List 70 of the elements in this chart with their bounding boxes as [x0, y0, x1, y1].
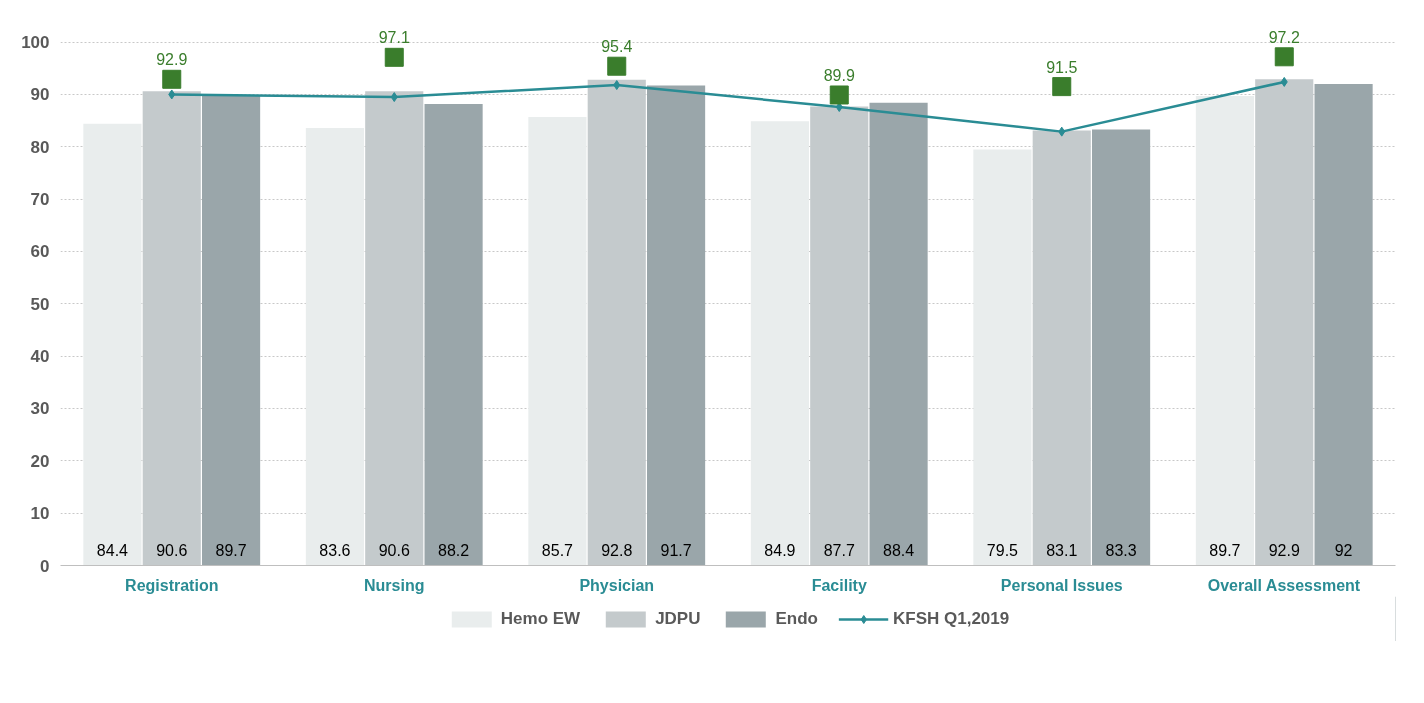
point	[162, 69, 182, 89]
x-tick-label: Nursing	[364, 576, 425, 594]
data-label: 83.6	[319, 541, 351, 559]
data-label: 88.4	[883, 541, 915, 559]
data-label: 85.7	[541, 541, 574, 559]
point	[1280, 76, 1288, 87]
data-label: 89.7	[1209, 541, 1241, 559]
y-tick-label: 10	[30, 504, 50, 524]
point	[390, 92, 398, 103]
bar	[1092, 129, 1151, 566]
x-tick-label: Physician	[579, 576, 655, 594]
data-label: 83.1	[1046, 541, 1078, 559]
data-label: 90.6	[156, 541, 188, 559]
bar	[202, 96, 261, 566]
y-tick-label: 70	[30, 190, 50, 210]
bar	[973, 149, 1032, 566]
data-label: 84.4	[96, 541, 129, 559]
point	[1052, 77, 1072, 97]
data-label: 92	[1334, 541, 1353, 559]
y-tick-label: 60	[30, 242, 50, 262]
data-label: 92.9	[156, 51, 188, 69]
data-label: 92.9	[1268, 541, 1300, 559]
data-label: 91.5	[1046, 58, 1078, 76]
x-tick-label: Overall Assessment	[1207, 576, 1361, 594]
point	[607, 56, 627, 76]
y-tick-label: 0	[40, 556, 50, 576]
point	[168, 89, 176, 100]
y-tick-label: 80	[30, 137, 50, 157]
bar	[1195, 96, 1254, 566]
data-label: 97.2	[1268, 28, 1300, 46]
bar	[528, 116, 587, 566]
data-label: 79.5	[986, 541, 1019, 559]
x-tick-label: Facility	[811, 576, 867, 594]
data-label: 83.3	[1105, 541, 1137, 559]
bar	[869, 102, 928, 566]
data-label: 95.4	[601, 38, 633, 56]
bar	[750, 121, 809, 566]
bar	[647, 85, 706, 566]
data-label: 91.7	[660, 541, 692, 559]
y-tick-label: 100	[21, 33, 50, 53]
bar	[1032, 130, 1091, 566]
y-tick-label: 90	[30, 85, 50, 105]
legend-label: Hemo EW	[500, 608, 581, 629]
bar	[1314, 84, 1373, 566]
data-label: 89.7	[215, 541, 247, 559]
legend-label: Endo	[775, 608, 818, 629]
data-label: 88.2	[438, 541, 470, 559]
legend-label: JDPU	[655, 608, 701, 629]
point	[1058, 126, 1066, 137]
bar	[83, 123, 142, 566]
data-label: 89.9	[823, 67, 855, 84]
y-tick-label: 40	[30, 347, 50, 367]
legend-label: KFSH Q1,2019	[892, 608, 1010, 629]
x-tick-label: Personal Issues	[1000, 576, 1123, 594]
point	[1274, 47, 1294, 67]
x-tick-label: Registration	[125, 576, 219, 594]
data-label: 92.8	[601, 541, 633, 559]
point	[384, 47, 404, 67]
point	[829, 85, 849, 105]
data-label: 84.9	[764, 541, 796, 559]
bar	[365, 91, 424, 566]
data-label: 87.7	[823, 541, 855, 559]
y-tick-label: 50	[30, 294, 50, 314]
data-label: 97.1	[378, 29, 410, 47]
y-tick-label: 30	[30, 399, 50, 419]
data-label: 90.6	[378, 541, 410, 559]
y-tick-label: 20	[30, 451, 50, 471]
bar	[305, 127, 364, 566]
point	[613, 80, 621, 91]
bar	[424, 103, 483, 566]
